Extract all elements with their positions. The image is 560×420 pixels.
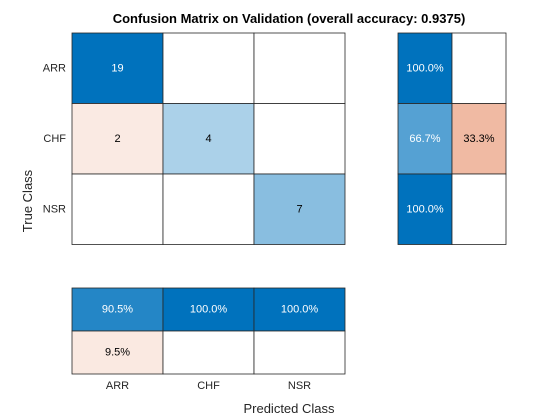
matrix-cell-value: 19 [111,62,123,74]
row-summary-cell [451,32,507,104]
y-tick-label: ARR [43,62,66,74]
y-tick-label: NSR [43,203,66,215]
chart-title: Confusion Matrix on Validation (overall … [113,11,466,26]
row-summary: 100.0% 66.7% 33.3% 100.0% [397,32,507,245]
column-summary-cell [253,287,346,332]
x-axis-label: Predicted Class [243,401,335,416]
row-summary-cell [397,173,453,245]
row-summary-cell [397,103,453,175]
column-summary-cell [162,287,255,332]
matrix-cell [253,32,346,104]
row-summary-value: 100.0% [406,203,444,215]
column-summary-value: 90.5% [102,304,133,316]
row-summary-value: 33.3% [463,133,494,145]
row-summary-cell [397,32,453,104]
matrix-cell-value: 7 [296,203,302,215]
matrix-cell [253,173,346,245]
matrix-cell [71,32,164,104]
matrix-cell-value: 4 [205,133,211,145]
y-tick-label: CHF [43,133,66,145]
matrix-cell [162,173,255,245]
matrix-cell [162,32,255,104]
column-summary-value: 100.0% [281,304,319,316]
column-summary: 90.5% 100.0% 100.0% 9.5% [71,287,346,375]
row-summary-value: 100.0% [406,62,444,74]
y-axis-label: True Class [20,169,35,232]
matrix-cell-value: 2 [114,133,120,145]
column-summary-cell [71,330,164,375]
column-summary-cell [253,330,346,375]
main-matrix: 19 2 4 7 [71,32,346,245]
matrix-cell [71,173,164,245]
tick-labels: ARR ARR CHF CHF NSR NSR [43,62,311,392]
matrix-cell [253,103,346,175]
x-tick-label: NSR [288,380,311,392]
row-summary-cell [451,173,507,245]
column-summary-value: 9.5% [105,347,130,359]
x-tick-label: CHF [197,380,220,392]
row-summary-value: 66.7% [409,133,440,145]
column-summary-value: 100.0% [190,304,228,316]
matrix-cell [71,103,164,175]
column-summary-cell [162,330,255,375]
matrix-cell [162,103,255,175]
x-tick-label: ARR [106,380,129,392]
